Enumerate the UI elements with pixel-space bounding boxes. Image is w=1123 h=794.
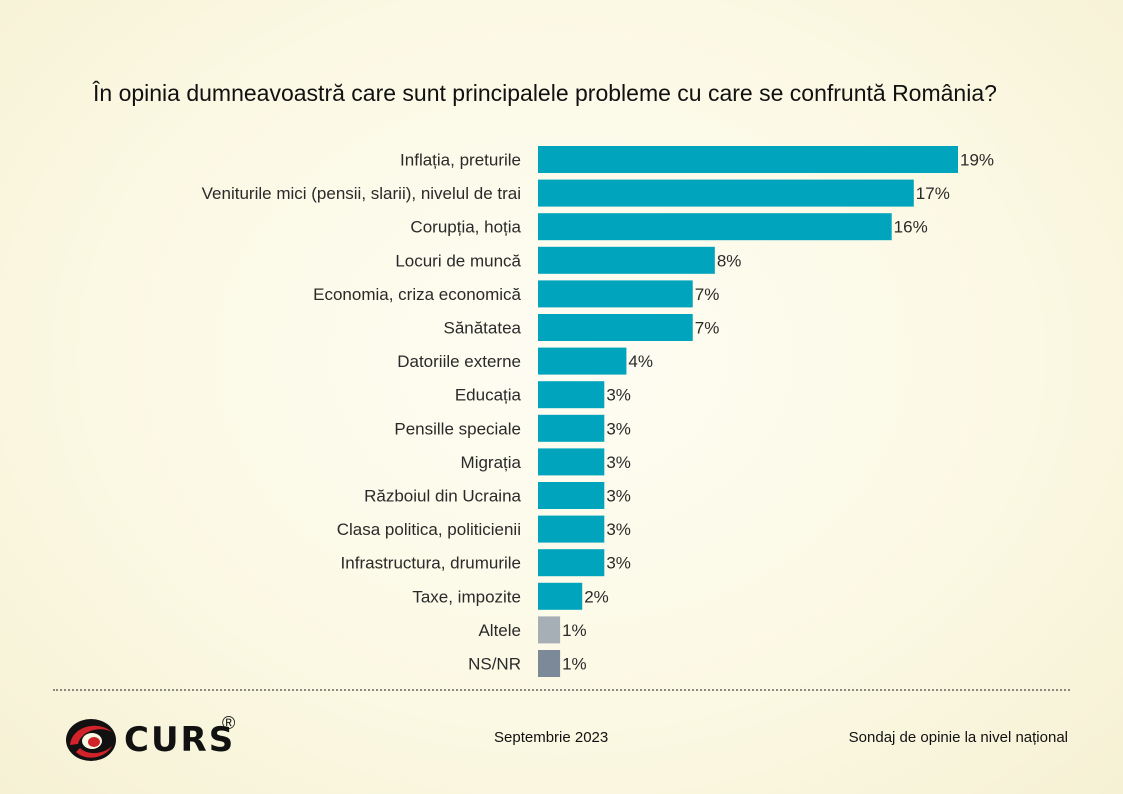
category-label: Migrația — [461, 453, 522, 472]
bar — [538, 314, 693, 341]
value-label: 1% — [562, 655, 587, 674]
bar — [538, 448, 605, 476]
bar — [538, 414, 605, 442]
bar — [538, 213, 892, 241]
footer-divider — [53, 689, 1070, 691]
value-label: 3% — [606, 419, 631, 438]
category-label: Datoriile externe — [397, 352, 521, 371]
value-label: 7% — [695, 285, 720, 304]
category-label: NS/NR — [468, 655, 521, 674]
bar — [538, 582, 583, 610]
category-label: Inflația, preturile — [400, 151, 521, 170]
bar — [538, 381, 605, 409]
value-label: 16% — [894, 218, 928, 237]
category-label: Infrastructura, drumurile — [341, 554, 521, 573]
bar — [538, 347, 627, 375]
bar — [538, 179, 914, 207]
bar — [538, 280, 693, 308]
value-label: 3% — [606, 487, 631, 506]
survey-source: Sondaj de opinie la nivel național — [848, 729, 1068, 746]
category-label: Economia, criza economică — [313, 285, 521, 304]
value-label: 2% — [584, 587, 609, 606]
category-label: Altele — [478, 621, 521, 640]
chart-title: În opinia dumneavoastră care sunt princi… — [93, 80, 997, 106]
value-label: 3% — [606, 453, 631, 472]
category-label: Veniturile mici (pensii, slarii), nivelu… — [202, 184, 521, 203]
category-label: Sănătatea — [443, 319, 521, 338]
category-label: Clasa politica, politicienii — [337, 520, 521, 539]
bar — [538, 616, 561, 644]
value-label: 17% — [916, 184, 950, 203]
bar — [538, 146, 958, 173]
bar — [538, 515, 605, 543]
bar — [538, 549, 605, 577]
category-label: Războiul din Ucraina — [364, 487, 521, 506]
registered-mark: ® — [222, 713, 236, 733]
category-label: Corupția, hoția — [410, 218, 521, 237]
value-label: 3% — [606, 554, 631, 573]
curs-logo-icon — [66, 719, 116, 761]
bar — [538, 482, 605, 509]
category-label: Locuri de muncă — [395, 251, 521, 270]
value-label: 7% — [695, 319, 720, 338]
value-label: 3% — [606, 520, 631, 539]
survey-date: Septembrie 2023 — [494, 729, 609, 746]
value-label: 3% — [606, 386, 631, 405]
value-label: 4% — [628, 352, 653, 371]
bar — [538, 246, 715, 274]
category-label: Taxe, impozite — [412, 587, 521, 606]
category-label: Educația — [455, 386, 522, 405]
bar — [538, 650, 561, 677]
value-label: 8% — [717, 251, 742, 270]
value-label: 19% — [960, 151, 994, 170]
value-label: 1% — [562, 621, 587, 640]
logo-wordmark: CURS — [124, 720, 236, 760]
bar-chart: Inflația, preturile 19% Veniturile mici (p… — [202, 146, 994, 677]
category-label: Pensille speciale — [394, 419, 521, 438]
